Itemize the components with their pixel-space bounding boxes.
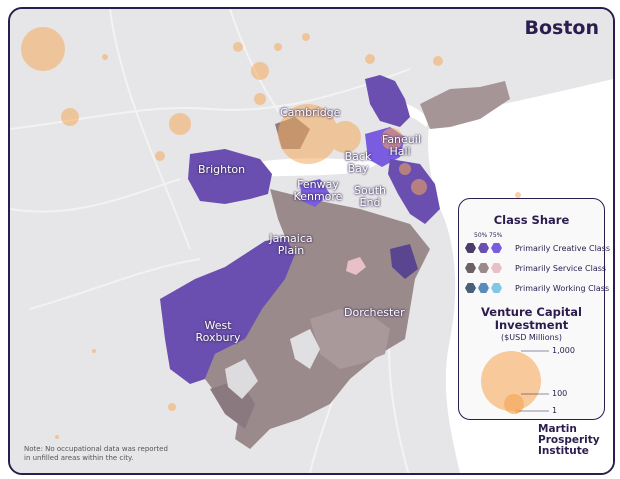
legend-vc-1000: 1,000 (552, 346, 575, 355)
brand-line-2: Prosperity (538, 434, 600, 446)
brand-logo: Martin Prosperity Institute (538, 424, 600, 457)
map-frame: Boston Cambridge Brighton Faneuil Hall B… (8, 7, 615, 475)
map-title: Boston (524, 17, 599, 39)
place-label-west-roxbury: West Roxbury (195, 319, 241, 344)
legend-vc-bubbles (481, 350, 549, 414)
legend-vc-title-line1: Venture Capital (481, 305, 582, 319)
legend-working-hex-mid (478, 283, 489, 293)
place-label-jamaica-plain: Jamaica Plain (269, 232, 313, 257)
legend-pct-75: 75% (489, 232, 503, 239)
legend-creative-hex-low (465, 243, 476, 253)
place-label-faneuil-hall: Faneuil Hall (382, 133, 421, 158)
map-legend: Class Share 50% 75% Primarily Creative C… (458, 198, 610, 420)
legend-creative-label: Primarily Creative Class (515, 244, 611, 253)
legend-vc-100: 100 (552, 389, 568, 398)
legend-class-share-title: Class Share (493, 213, 570, 227)
legend-service-label: Primarily Service Class (515, 264, 607, 273)
legend-creative-hex-mid (478, 243, 489, 253)
legend-working-label: Primarily Working Class (515, 284, 610, 293)
legend-service-hex-mid (478, 263, 489, 273)
place-label-brighton: Brighton (198, 163, 246, 176)
legend-vc-1: 1 (552, 406, 558, 415)
legend-vc-unit: ($USD Millions) (501, 333, 562, 342)
brand-line-3: Institute (538, 445, 589, 457)
note-line-2: in unfilled areas within the city. (24, 454, 134, 462)
legend-working-hex-low (465, 283, 476, 293)
place-label-back-bay: Back Bay (344, 150, 372, 175)
note-line-1: Note: No occupational data was reported (24, 445, 168, 453)
legend-creative-hex-high (491, 243, 502, 253)
place-label-dorchester: Dorchester (344, 306, 405, 319)
legend-pct-50: 50% (474, 232, 488, 239)
brand-line-1: Martin (538, 423, 577, 435)
note-text: Note: No occupational data was reported … (24, 445, 168, 463)
legend-working-hex-high (491, 283, 502, 293)
place-label-south-end: South End (354, 184, 386, 209)
place-label-fenway-kenmore: Fenway Kenmore (293, 178, 343, 203)
legend-service-hex-low (465, 263, 476, 273)
legend-vc-title-line2: Investment (494, 318, 569, 332)
legend-service-hex-high (491, 263, 502, 273)
place-label-cambridge: Cambridge (280, 106, 341, 119)
vc-bubbles (21, 27, 521, 439)
